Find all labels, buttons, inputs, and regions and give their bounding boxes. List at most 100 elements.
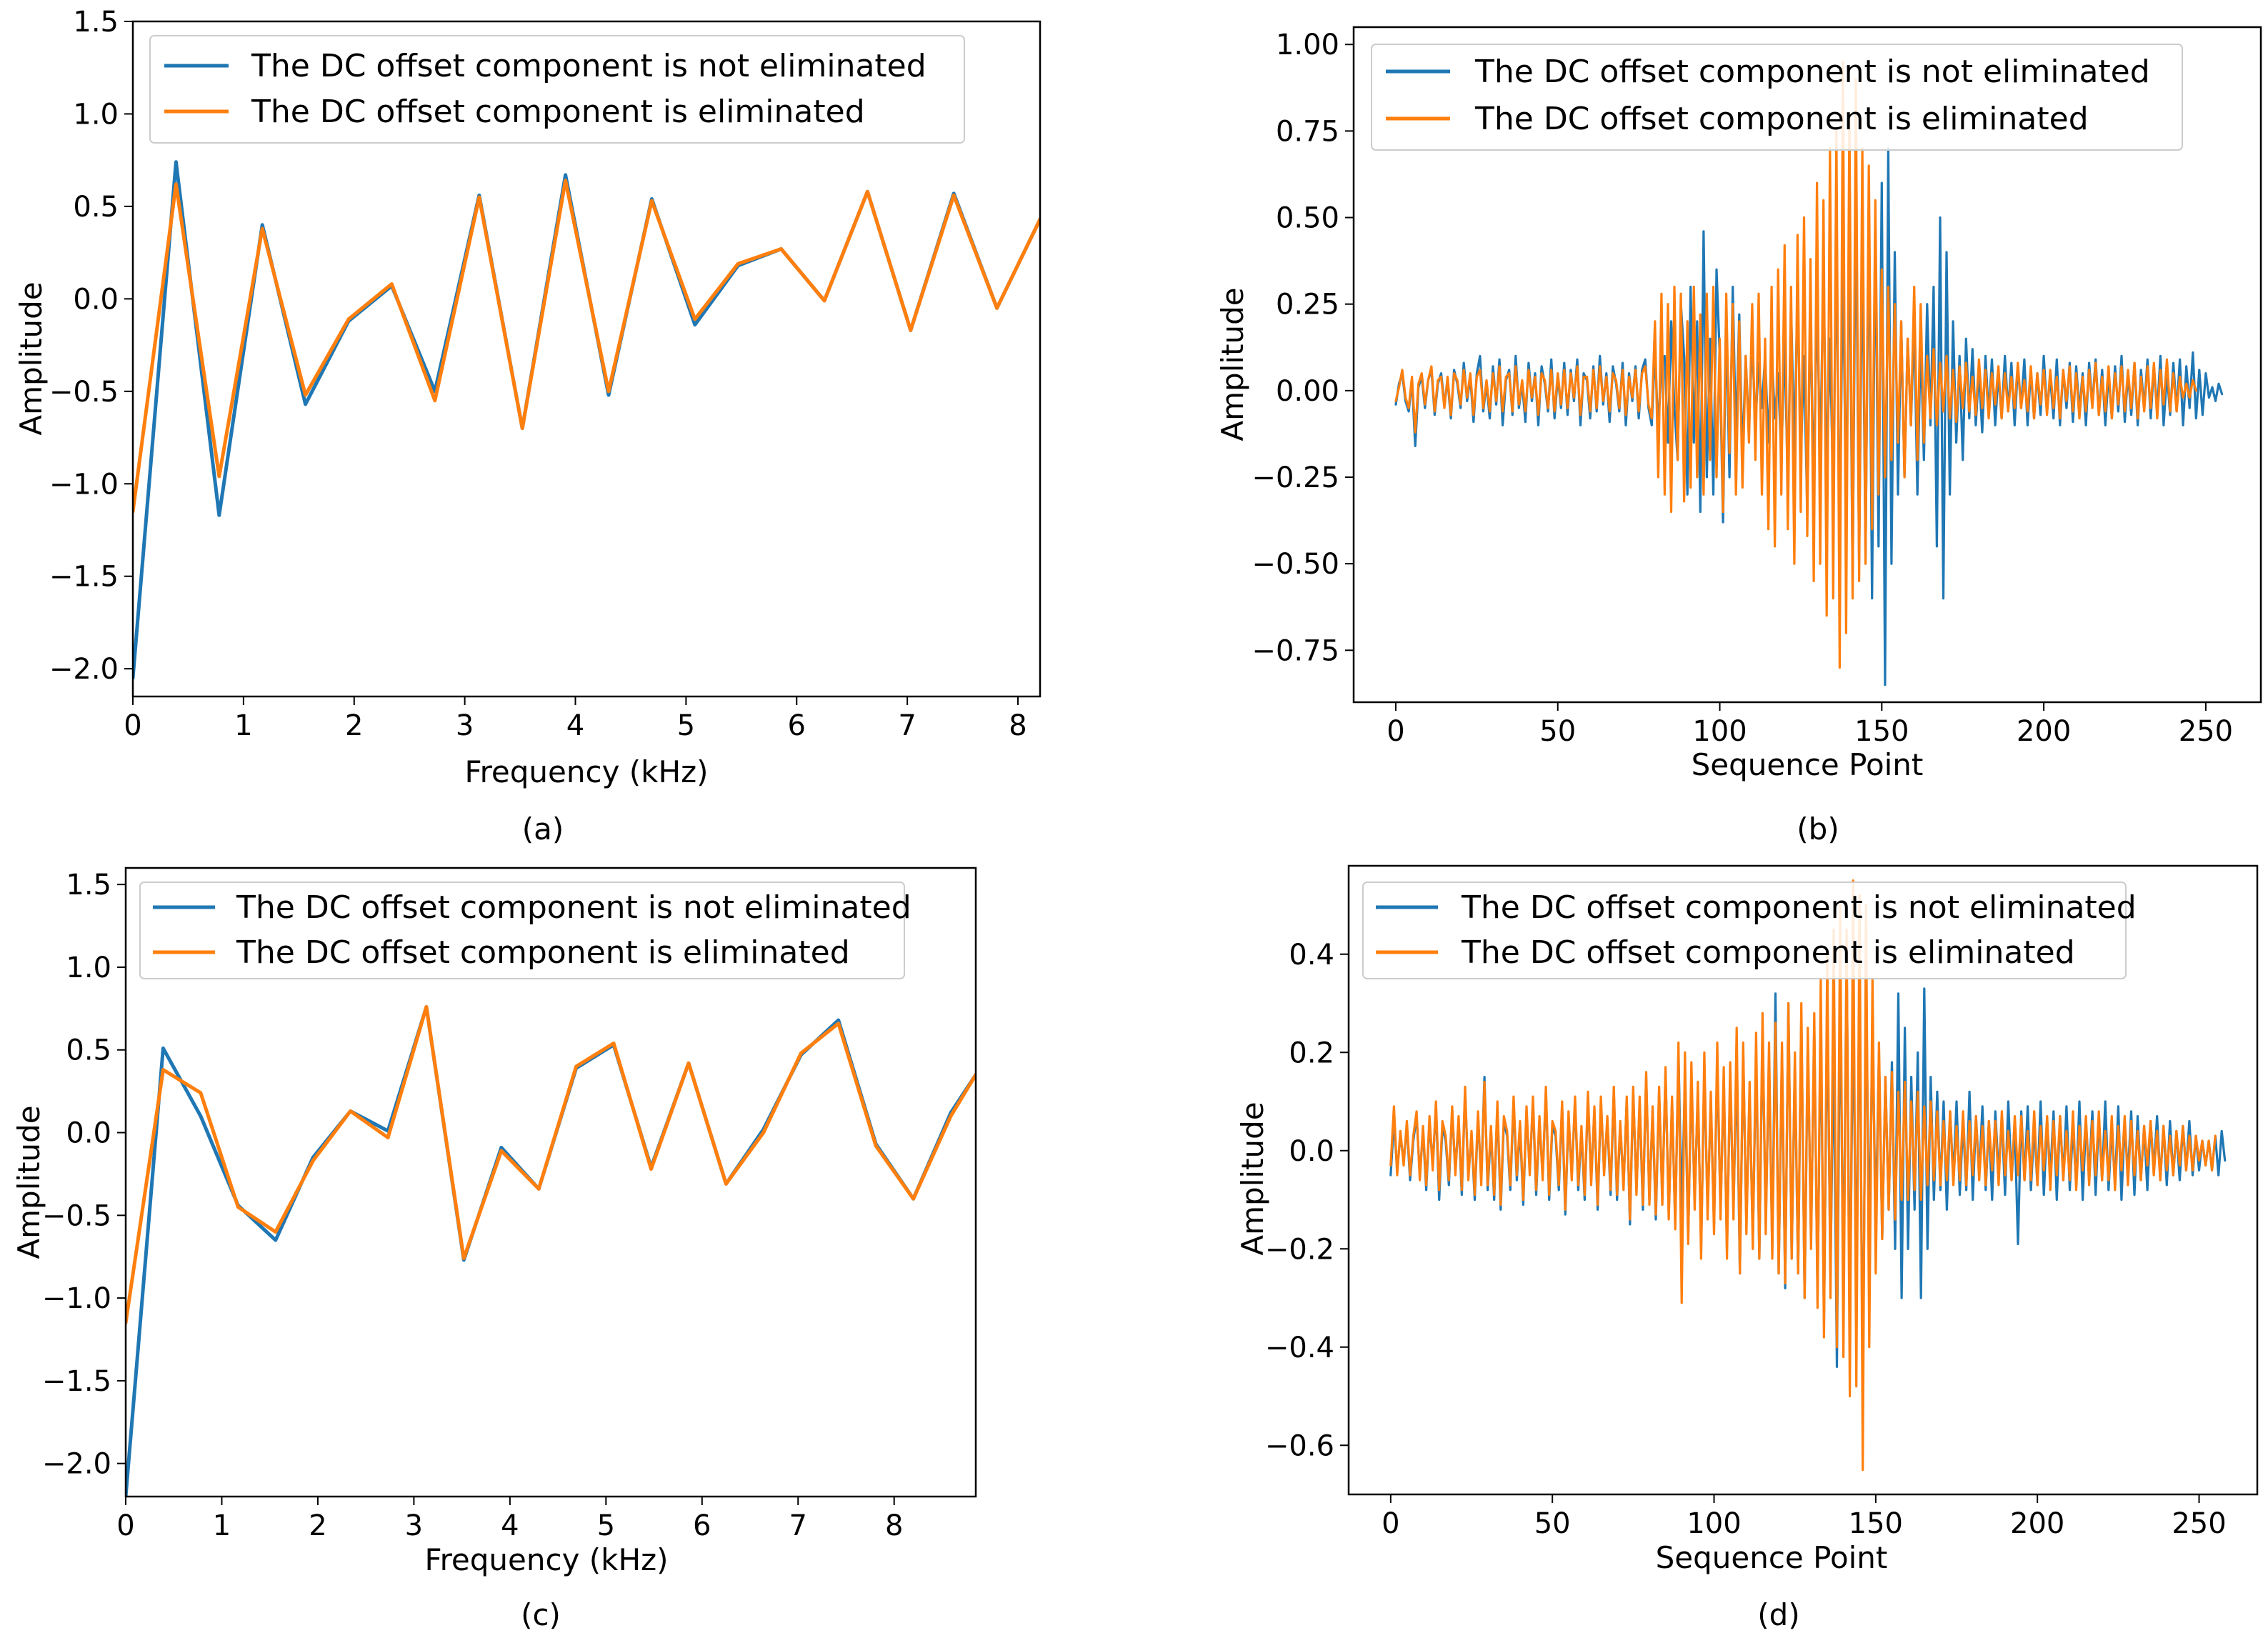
panel-d-axes-frame (1347, 864, 2259, 1496)
panel-d-xtick-label: 150 (1849, 1507, 1903, 1540)
panel-a-ytick-label: −0.5 (49, 376, 119, 409)
panel-a-xlabel: Frequency (kHz) (464, 754, 708, 789)
panel-a-ytick-label: −1.0 (49, 468, 119, 501)
panel-a-xtick-label: 5 (677, 709, 695, 742)
panel-d-xlabel: Sequence Point (1656, 1540, 1888, 1575)
panel-c-ytick-label: −2.0 (42, 1448, 111, 1481)
panel-c-legend-label-eliminated: The DC offset component is eliminated (236, 934, 850, 971)
panel-d-caption: (d) (1757, 1597, 1799, 1632)
panel-c-ytick-label: 0.5 (66, 1034, 111, 1067)
panel-d-legend-label-not-eliminated: The DC offset component is not eliminate… (1461, 889, 2137, 926)
panel-c-xtick-label: 6 (693, 1509, 711, 1542)
panel-d-legend-label-eliminated: The DC offset component is eliminated (1461, 934, 2075, 971)
panel-a-xtick-label: 7 (898, 709, 916, 742)
panel-c-ytick-label: −1.5 (42, 1365, 111, 1398)
panel-d-legend: The DC offset component is not eliminate… (1362, 882, 2137, 979)
panel-a-ytick-label: 1.5 (73, 6, 119, 39)
panel-a-plot-area (133, 160, 1040, 680)
panel-a-ytick-label: 1.0 (73, 98, 119, 131)
panel-a-ticks: 0 1 2 3 4 5 6 7 8 −2.0 −1.5 −1.0 −0.5 0.0 0.5 1.0 1.5 (49, 6, 1027, 742)
panel-c-series-not-eliminated-line (126, 1005, 976, 1497)
panel-c-xtick-label: 7 (789, 1509, 807, 1542)
panel-a-ytick-label: −2.0 (49, 653, 119, 686)
panel-a-axes-frame (131, 20, 1041, 698)
panel-a-ytick-label: −1.5 (49, 561, 119, 594)
panel-b-axes-frame (1352, 26, 2262, 704)
panel-a-xtick-label: 4 (566, 709, 584, 742)
panel-d-ytick-label: −0.4 (1265, 1332, 1334, 1364)
panel-b: 0 50 100 150 200 250 −0.75 −0.50 −0.25 0.00 0.25 0.… (1215, 26, 2262, 847)
panel-d-xtick-label: 200 (2010, 1507, 2064, 1540)
panel-b-xtick-label: 250 (2179, 715, 2233, 748)
panel-c-caption: (c) (521, 1597, 561, 1632)
panel-b-ytick-label: 0.50 (1276, 202, 1339, 235)
panel-a-caption: (a) (522, 811, 564, 847)
panel-c-ytick-label: −0.5 (42, 1199, 111, 1232)
panel-a-xtick-label: 8 (1009, 709, 1026, 742)
panel-d-xtick-label: 50 (1534, 1507, 1571, 1540)
panel-a-xtick-label: 6 (788, 709, 806, 742)
panel-b-xlabel: Sequence Point (1692, 747, 1924, 782)
panel-c-ytick-label: 1.5 (66, 869, 111, 902)
panel-c-xtick-label: 3 (405, 1509, 423, 1542)
panel-d-series-eliminated-line (1389, 879, 2217, 1472)
panel-a-xtick-label: 0 (124, 709, 141, 742)
panel-b-ytick-label: −0.75 (1252, 634, 1339, 667)
panel-a-ylabel: Amplitude (14, 281, 49, 435)
panel-b-legend-label-not-eliminated: The DC offset component is not eliminate… (1474, 54, 2150, 90)
panel-c: 0 1 2 3 4 5 6 7 8 −2.0 −1.5 −1.0 −0.5 0.0 0.5 1.0 1.5 Fr… (11, 867, 977, 1632)
panel-c-series-eliminated-line (126, 1005, 976, 1325)
panel-c-ylabel: Amplitude (11, 1105, 46, 1259)
panel-a-ytick-label: 0.5 (73, 191, 119, 224)
panel-d-ticks: 0 50 100 150 200 250 −0.6 −0.4 −0.2 0.0 0.2 0.4 (1265, 939, 2227, 1540)
panel-b-legend: The DC offset component is not eliminate… (1371, 44, 2183, 151)
panel-d-xtick-label: 0 (1382, 1507, 1399, 1540)
panel-b-legend-label-eliminated: The DC offset component is eliminated (1474, 101, 2089, 137)
panel-a-series-eliminated-line (133, 179, 1040, 514)
panel-a-xtick-label: 2 (345, 709, 363, 742)
panel-c-xtick-label: 2 (309, 1509, 326, 1542)
panel-a-xtick-label: 3 (456, 709, 474, 742)
panel-b-series-eliminated-line (1394, 60, 2197, 669)
panel-b-ytick-label: 0.75 (1276, 115, 1339, 148)
panel-b-ylabel: Amplitude (1215, 287, 1250, 441)
panel-d-ytick-label: −0.6 (1265, 1429, 1334, 1462)
panel-b-caption: (b) (1797, 811, 1839, 847)
panel-d-xtick-label: 250 (2172, 1507, 2226, 1540)
panel-c-legend-label-not-eliminated: The DC offset component is not eliminate… (236, 889, 911, 926)
panel-b-xtick-label: 0 (1387, 715, 1404, 748)
panel-c-xtick-label: 5 (597, 1509, 615, 1542)
panel-d: 0 50 100 150 200 250 −0.6 −0.4 −0.2 0.0 0.2 0.4 Seq… (1235, 864, 2259, 1632)
panel-d-series-not-eliminated-line (1389, 953, 2227, 1407)
panel-c-xtick-label: 4 (501, 1509, 519, 1542)
panel-c-ytick-label: −1.0 (42, 1282, 111, 1315)
panel-b-ticks: 0 50 100 150 200 250 −0.75 −0.50 −0.25 0.00 0.25 0.… (1252, 29, 2233, 748)
panel-a-legend: The DC offset component is not eliminate… (149, 35, 965, 144)
panel-c-axes-frame (124, 867, 977, 1498)
panel-a-legend-label-eliminated: The DC offset component is eliminated (251, 94, 865, 130)
panel-b-ytick-label: 1.00 (1276, 29, 1339, 61)
panel-a-series-not-eliminated-line (133, 160, 1040, 680)
panel-c-legend: The DC offset component is not eliminate… (139, 882, 911, 979)
panel-b-xtick-label: 150 (1854, 715, 1909, 748)
panel-d-xtick-label: 100 (1687, 1507, 1741, 1540)
panel-c-xtick-label: 8 (885, 1509, 903, 1542)
panel-b-ytick-label: −0.50 (1252, 548, 1339, 581)
panel-b-ytick-label: 0.25 (1276, 289, 1339, 321)
panel-b-ytick-label: −0.25 (1252, 461, 1339, 494)
panel-b-xtick-label: 200 (2017, 715, 2071, 748)
panel-b-legend-box (1371, 44, 2183, 151)
panel-a: 0 1 2 3 4 5 6 7 8 −2.0 −1.5 −1.0 −0.5 0.0 0.5 1.0 1.5 Fr… (14, 6, 1041, 847)
panel-c-plot-area (126, 1005, 976, 1497)
panel-d-ytick-label: 0.4 (1289, 939, 1334, 972)
panel-b-xtick-label: 100 (1692, 715, 1747, 748)
panel-d-ytick-label: 0.2 (1289, 1037, 1334, 1069)
panel-c-legend-box (139, 882, 905, 979)
panel-a-xtick-label: 1 (234, 709, 252, 742)
panel-c-ytick-label: 1.0 (66, 952, 111, 984)
panel-b-plot-area (1394, 60, 2224, 686)
panel-c-xtick-label: 0 (116, 1509, 134, 1542)
panel-b-xtick-label: 50 (1539, 715, 1576, 748)
panel-c-ticks: 0 1 2 3 4 5 6 7 8 −2.0 −1.5 −1.0 −0.5 0.0 0.5 1.0 1.5 (42, 869, 904, 1542)
